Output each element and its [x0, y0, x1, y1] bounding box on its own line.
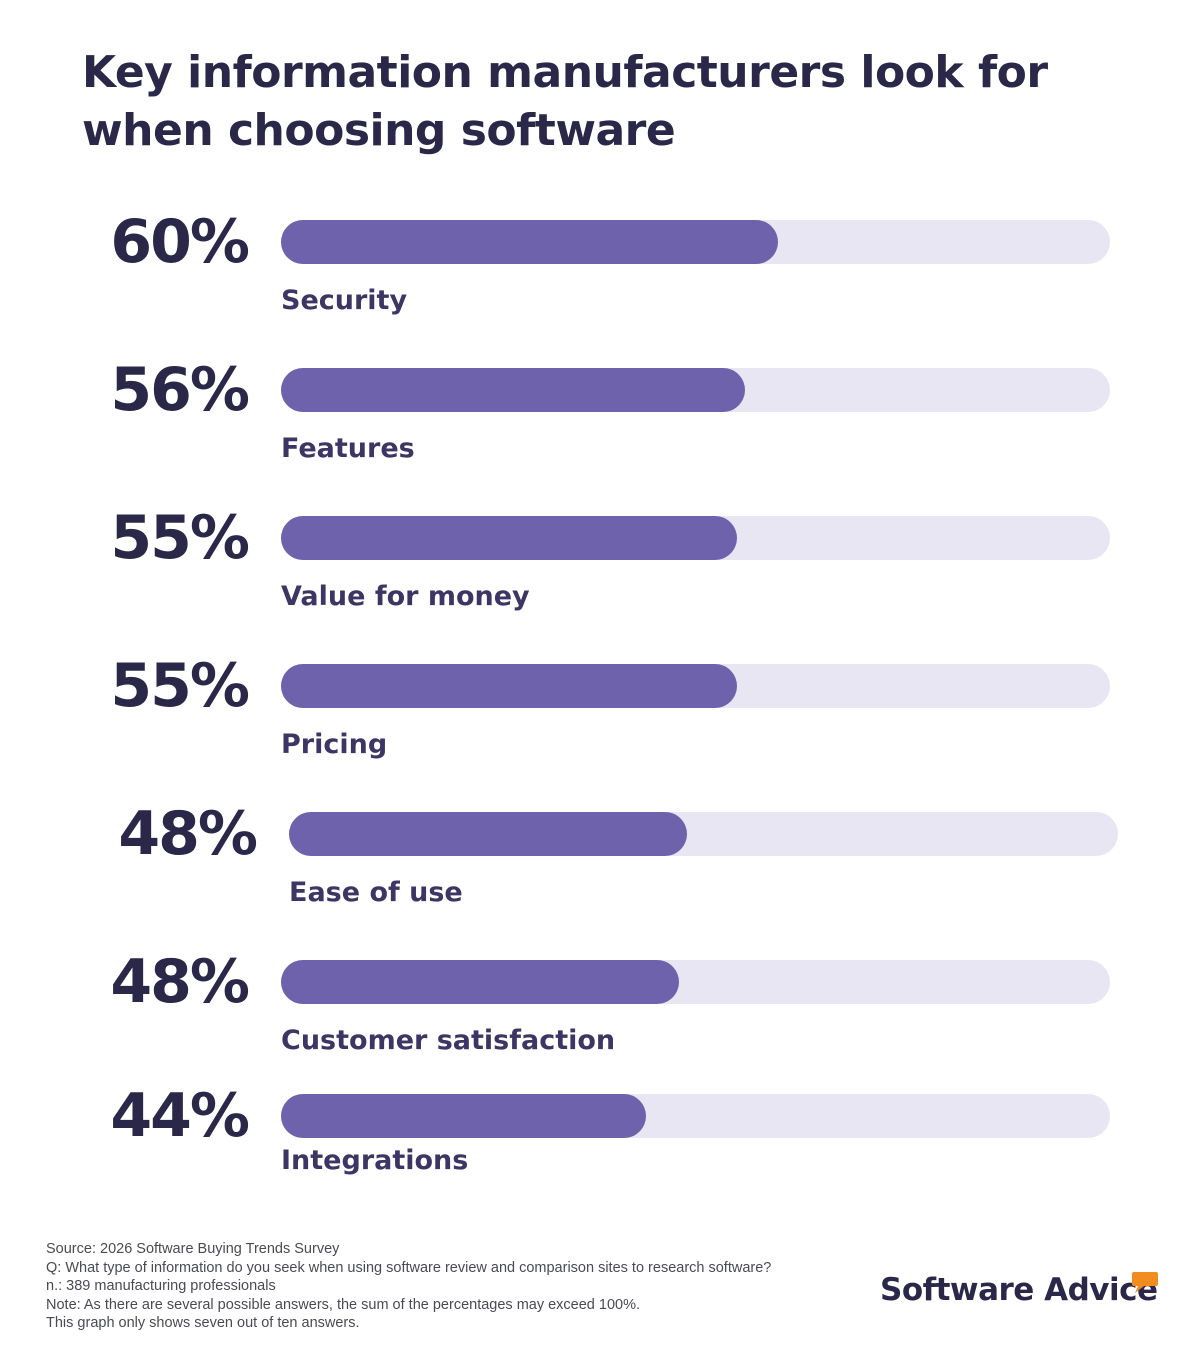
footer-question: Q: What type of information do you seek … [46, 1259, 772, 1276]
category-label-ease-of-use: Ease of use [289, 877, 463, 908]
bar-track-integrations [281, 1094, 1110, 1138]
brand-logo: Software Advice [880, 1268, 1170, 1318]
bar-track-value-for-money [281, 516, 1110, 560]
footer-scope: This graph only shows seven out of ten a… [46, 1315, 360, 1331]
bar-value-for-money [281, 516, 737, 560]
bar-track-pricing [281, 664, 1110, 708]
value-label-features: 56% [110, 355, 250, 425]
speech-bubble-icon [1132, 1272, 1158, 1293]
category-label-integrations: Integrations [281, 1145, 469, 1176]
bar-track-features [281, 368, 1110, 412]
category-label-customer-satisfaction: Customer satisfaction [281, 1025, 616, 1056]
bar-features [281, 368, 745, 412]
category-label-value-for-money: Value for money [281, 581, 530, 612]
value-label-customer-satisfaction: 48% [110, 947, 250, 1017]
value-label-integrations: 44% [110, 1081, 250, 1151]
value-label-pricing: 55% [110, 651, 250, 721]
footer-sample: n.: 389 manufacturing professionals [46, 1278, 276, 1294]
value-label-security: 60% [110, 207, 250, 277]
bar-customer-satisfaction [281, 960, 679, 1004]
value-label-ease-of-use: 48% [118, 799, 258, 869]
bar-chart: 60% Security 56% Features 55% Value for money… [110, 207, 1118, 1176]
bar-security [281, 220, 778, 264]
category-label-pricing: Pricing [281, 729, 388, 760]
chart-title: Key information manufacturers look for w… [82, 47, 1048, 156]
footer-note: Note: As there are several possible answ… [46, 1296, 641, 1313]
bar-track-security [281, 220, 1110, 264]
bar-integrations [281, 1094, 646, 1138]
bar-ease-of-use [289, 812, 687, 856]
chart-footer: Source: 2026 Software Buying Trends Surv… [46, 1240, 866, 1333]
bar-track-ease-of-use [289, 812, 1118, 856]
bar-pricing [281, 664, 737, 708]
bar-track-customer-satisfaction [281, 960, 1110, 1004]
brand-name: Software Advice [880, 1272, 1158, 1308]
value-label-value-for-money: 55% [110, 503, 250, 573]
category-label-security: Security [281, 285, 408, 316]
category-label-features: Features [281, 433, 415, 464]
footer-source: Source: 2026 Software Buying Trends Surv… [46, 1241, 340, 1257]
